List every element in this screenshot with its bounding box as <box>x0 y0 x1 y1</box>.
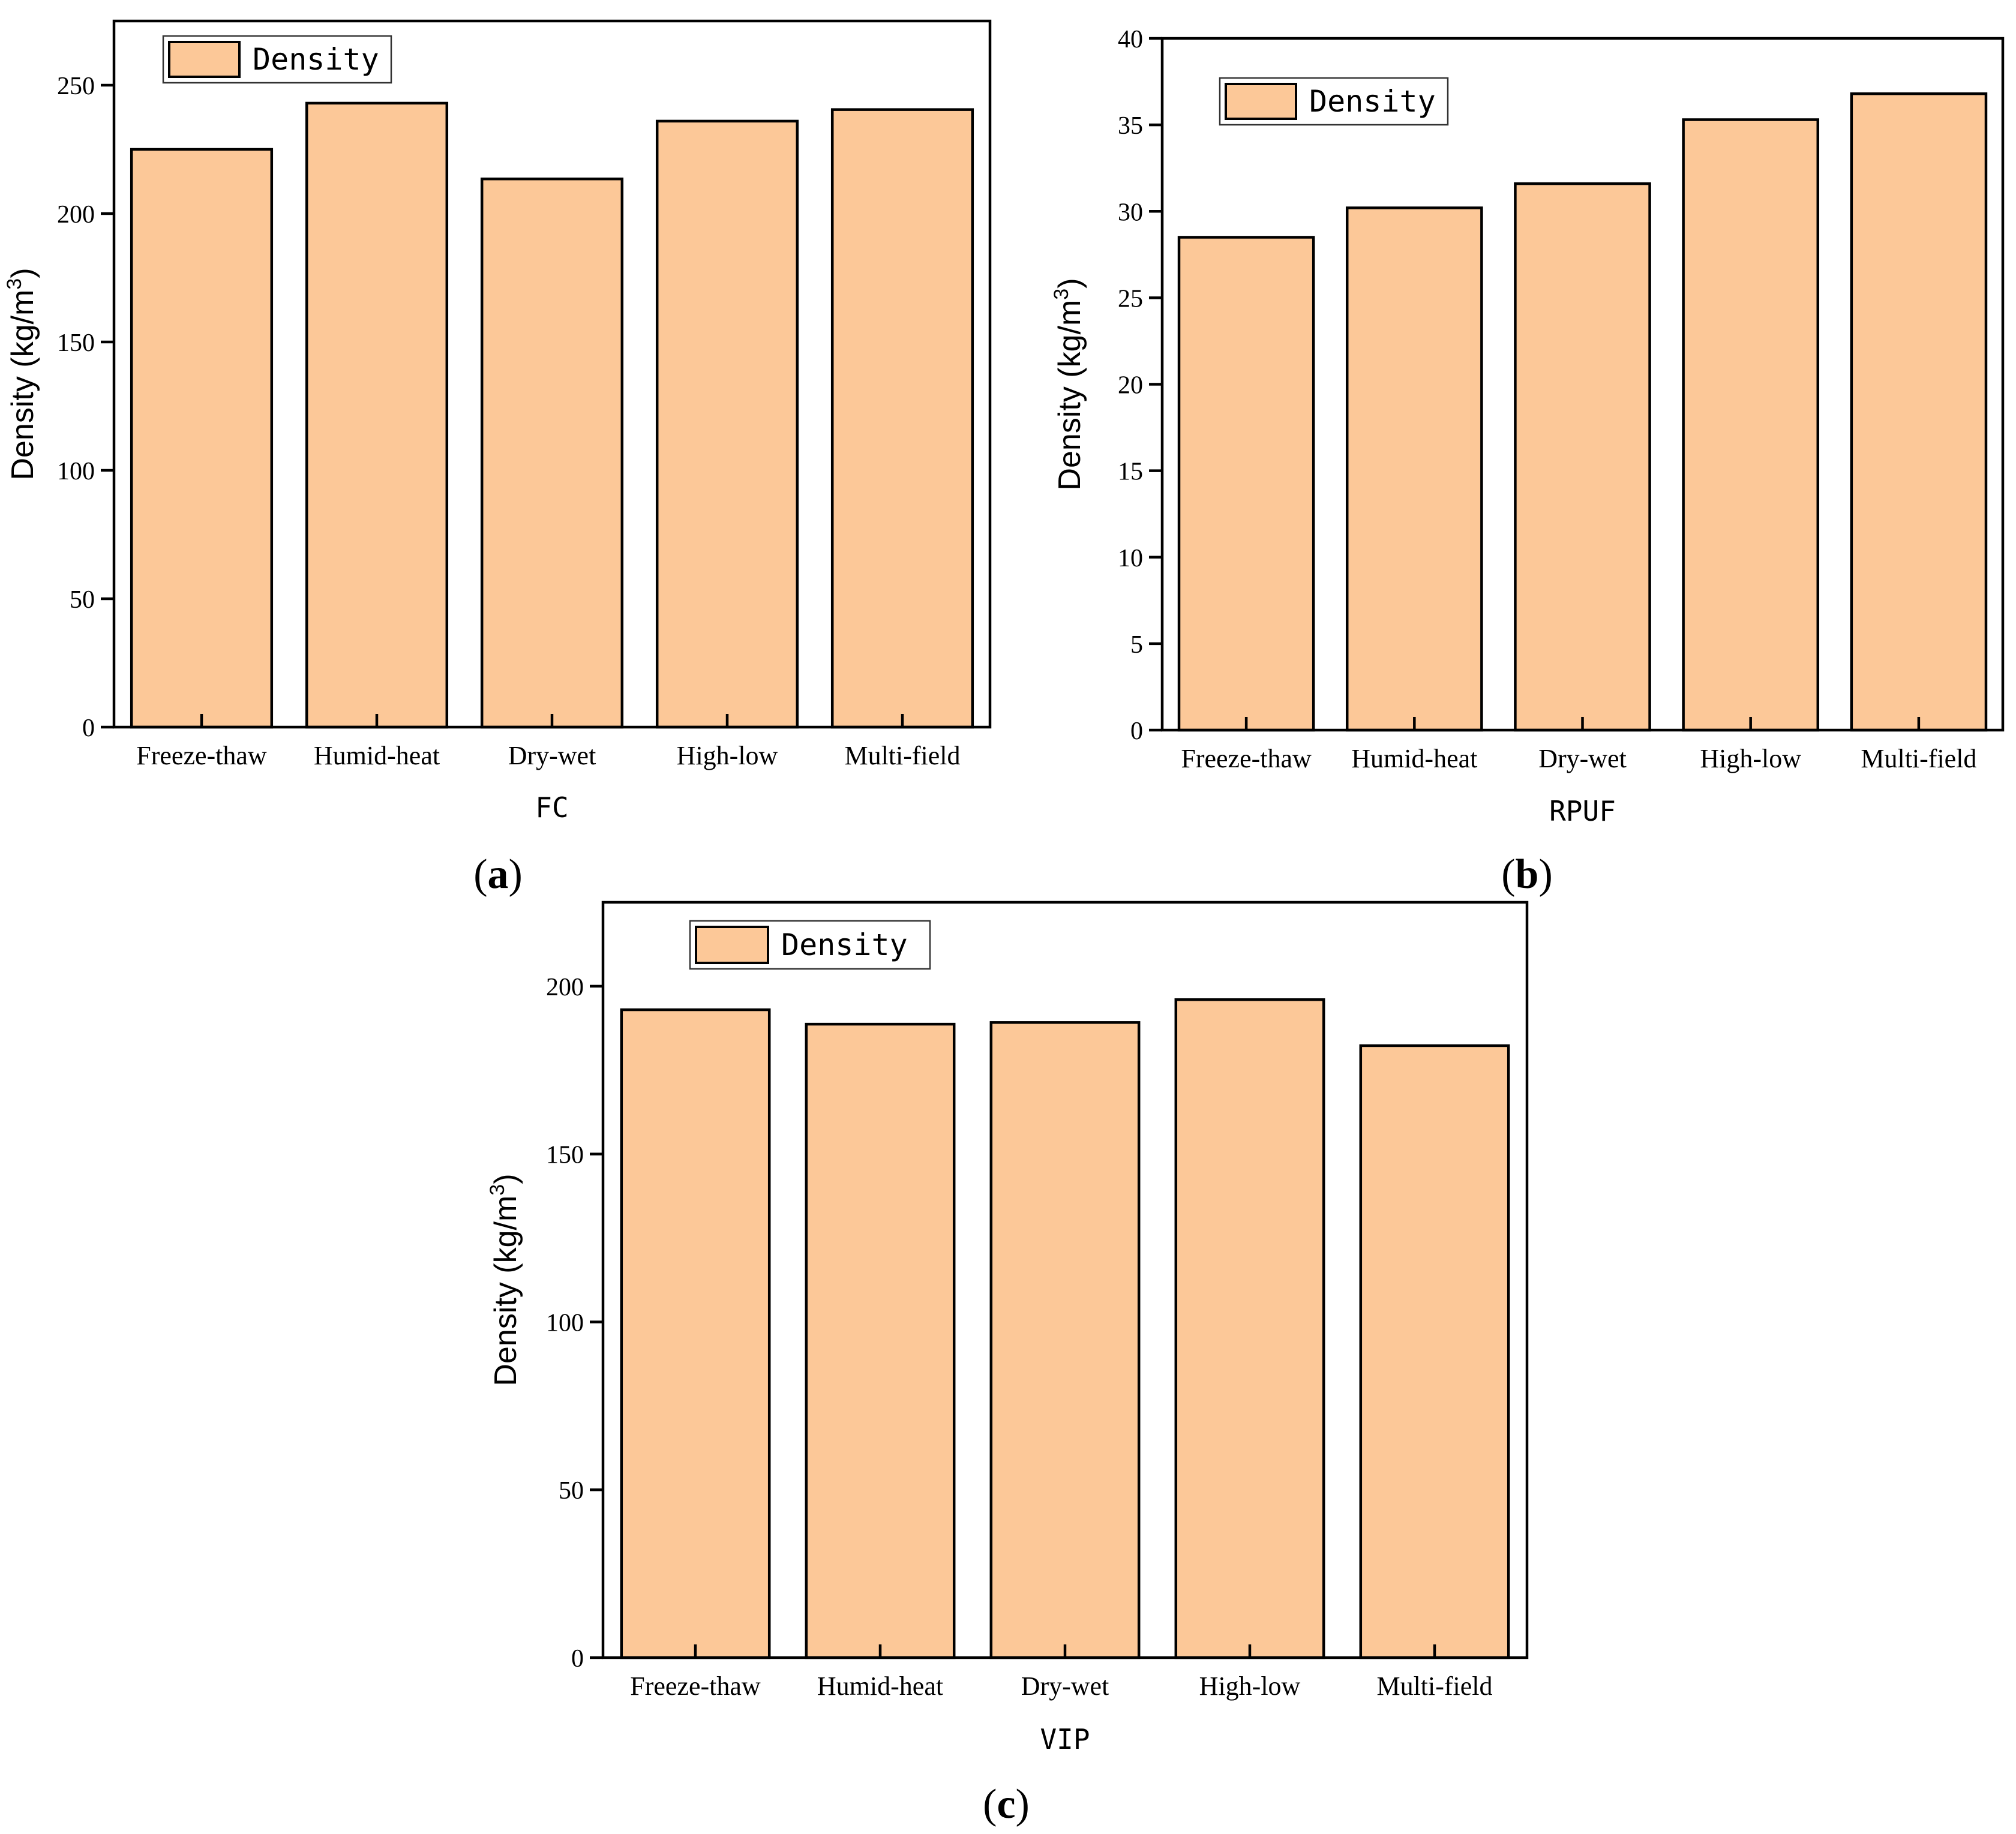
y-axis-label-text: Density (kg/m <box>5 290 40 481</box>
x-axis-label: VIP <box>1040 1723 1090 1755</box>
x-tick-label: Dry-wet <box>508 741 596 770</box>
y-tick-label: 50 <box>559 1477 584 1505</box>
chart-panel-b: Freeze-thaw Humid-heat Dry-wet High-low Mult… <box>1050 26 2005 898</box>
y-axis-label-close: ) <box>5 268 40 278</box>
y-tick-label: 150 <box>546 1142 584 1169</box>
bar-b-1 <box>1177 236 1315 732</box>
x-tick-label: Dry-wet <box>1538 744 1627 773</box>
legend-swatch <box>1225 83 1297 120</box>
bar-a-4 <box>655 119 799 729</box>
y-tick-label: 15 <box>1118 458 1143 486</box>
panel-label-letter: b <box>1516 851 1539 898</box>
legend: Density <box>162 35 392 84</box>
y-tick-label: 25 <box>1118 285 1143 313</box>
y-axis-label: Density (kg/m3) <box>1050 278 1087 490</box>
bar-c-5 <box>1359 1044 1510 1659</box>
x-tick-label: Multi-field <box>1861 744 1976 773</box>
y-axis-label: Density (kg/m3) <box>486 1173 523 1386</box>
x-tick-label: Humid-heat <box>817 1671 943 1701</box>
plot-frame <box>112 19 992 729</box>
legend-label: Density <box>781 927 908 962</box>
y-axis-label-close: ) <box>1052 278 1087 288</box>
bar-a-3 <box>480 177 624 729</box>
bar-b-2 <box>1345 206 1483 732</box>
y-axis-label-text: Density (kg/m <box>1052 300 1087 491</box>
y-tick-label: 200 <box>546 974 584 1001</box>
bar-c-4 <box>1174 998 1325 1659</box>
chart-panel-a: Freeze-thaw Humid-heat Dry-wet High-low Mult… <box>3 19 992 898</box>
y-tick-label: 0 <box>1130 718 1143 745</box>
legend-swatch <box>168 41 241 78</box>
panel-label: (c) <box>983 1781 1030 1827</box>
y-tick-label: 30 <box>1118 199 1143 226</box>
panel-label-letter: a <box>488 851 509 898</box>
chart-panel-c: Freeze-thaw Humid-heat Dry-wet High-low Mult… <box>486 901 1529 1827</box>
y-tick-label: 20 <box>1118 372 1143 400</box>
x-tick-label: Humid-heat <box>1351 744 1477 773</box>
x-tick-label: High-low <box>677 741 778 770</box>
panel-label-close: ) <box>509 851 523 898</box>
y-tick-label: 100 <box>57 458 95 485</box>
x-tick-label: Multi-field <box>844 741 960 770</box>
bar-b-5 <box>1850 92 1988 732</box>
x-tick-label: Humid-heat <box>314 741 440 770</box>
y-tick-label: 0 <box>82 715 95 742</box>
x-tick-label: Freeze-thaw <box>1181 744 1312 773</box>
y-axis-label-sup: 3 <box>3 278 26 290</box>
panel-label-open: ( <box>473 851 487 898</box>
legend: Density <box>689 920 931 970</box>
y-axis-label: Density (kg/m3) <box>3 268 40 480</box>
y-axis-label-sup: 3 <box>486 1184 509 1196</box>
bar-c-2 <box>805 1022 956 1659</box>
x-tick-label: High-low <box>1700 744 1801 773</box>
x-tick-label: Multi-field <box>1376 1671 1492 1701</box>
y-tick-label: 0 <box>571 1645 584 1673</box>
bar-b-4 <box>1682 118 1820 732</box>
x-axis-label: RPUF <box>1549 795 1616 827</box>
bar-c-3 <box>989 1021 1141 1659</box>
y-axis-label-sup: 3 <box>1050 289 1073 300</box>
bar-a-2 <box>305 101 449 729</box>
bar-b-3 <box>1514 182 1651 732</box>
y-tick-label: 5 <box>1130 631 1143 659</box>
y-tick-label: 40 <box>1118 26 1143 53</box>
y-tick-label: 35 <box>1118 112 1143 140</box>
panel-label-open: ( <box>1501 851 1515 898</box>
legend-swatch <box>695 926 769 964</box>
y-tick-label: 200 <box>57 201 95 229</box>
x-tick-label: Dry-wet <box>1021 1671 1109 1701</box>
y-tick-label: 10 <box>1118 545 1143 572</box>
panel-label-open: ( <box>983 1781 997 1827</box>
y-axis-label-close: ) <box>488 1173 523 1184</box>
x-axis-label: FC <box>535 791 568 824</box>
y-tick-label: 50 <box>70 586 95 614</box>
y-tick-label: 100 <box>546 1309 584 1337</box>
legend: Density <box>1219 77 1449 126</box>
bar-a-5 <box>830 108 974 729</box>
panel-label-letter: c <box>997 1781 1015 1827</box>
legend-label: Density <box>1309 84 1436 119</box>
x-tick-label: High-low <box>1199 1671 1301 1701</box>
legend-label: Density <box>253 42 379 77</box>
plot-frame <box>601 901 1529 1659</box>
bar-c-1 <box>620 1008 771 1659</box>
y-tick-label: 150 <box>57 329 95 357</box>
panel-label-close: ) <box>1538 851 1552 898</box>
x-tick-label: Freeze-thaw <box>630 1671 761 1701</box>
y-tick-label: 250 <box>57 73 95 100</box>
bar-a-1 <box>130 148 274 729</box>
y-axis-label-text: Density (kg/m <box>488 1196 523 1386</box>
x-tick-label: Freeze-thaw <box>136 741 267 770</box>
panel-label: (b) <box>1501 851 1553 898</box>
panel-label: (a) <box>473 851 523 898</box>
panel-label-close: ) <box>1016 1781 1030 1827</box>
